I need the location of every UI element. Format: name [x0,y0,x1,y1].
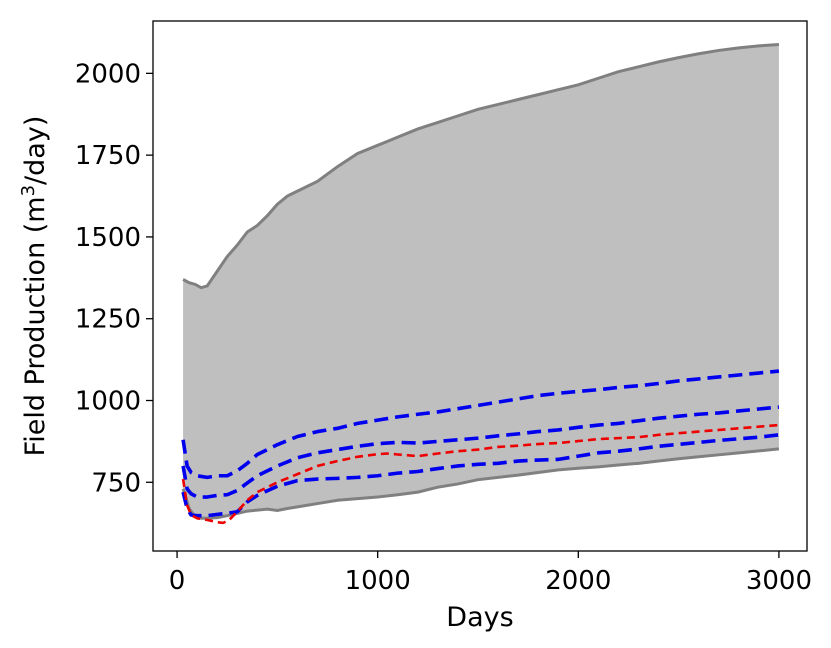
percentile-series-line-2 [181,405,780,499]
percentile-series-line-1 [181,369,780,480]
y-tick-label: 2000 [75,59,141,89]
y-tick-label: 1500 [75,223,141,253]
reference-series-line [181,423,780,525]
y-axis-label: Field Production (m3/day) [18,116,51,457]
x-tick-label: 2000 [545,566,611,596]
axes-frame [152,20,808,552]
y-tick-label: 1750 [75,141,141,171]
uncertainty-band [183,44,779,519]
band-lower-edge [181,447,780,520]
percentile-series-line-3 [181,433,780,518]
y-tick-label: 1250 [75,305,141,335]
y-axis-label-superscript: 3 [18,185,39,196]
x-tick-label: 3000 [746,566,812,596]
band-upper-edge [182,43,780,290]
y-tick-label: 750 [91,468,141,498]
y-axis-label-tail: /day) [20,116,51,185]
x-axis-label: Days [446,602,513,633]
tick-layer: 0 1000 2000 3000 750 1000 1250 1500 1750 2000 [75,59,812,596]
x-tick-label: 0 [169,566,186,596]
y-axis-label-main: Field Production (m [20,196,51,456]
y-tick-label: 1000 [75,387,141,417]
x-tick-label: 1000 [345,566,411,596]
plot-area [181,43,780,525]
